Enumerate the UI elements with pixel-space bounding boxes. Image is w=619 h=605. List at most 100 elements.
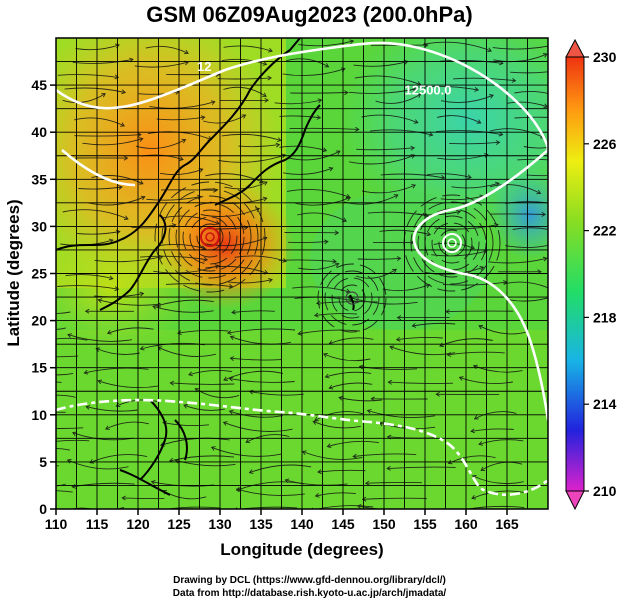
y-tick-label: 40 [31,124,47,140]
streamline-arrow [84,308,90,314]
streamline-arrow [245,438,251,444]
vortex-ring [410,201,494,285]
streamline [177,329,229,334]
contour-label-12500: 12500.0 [405,83,452,98]
streamline-arrow [447,459,453,465]
streamline-arrow [467,174,472,180]
x-tick-label: 145 [331,516,355,532]
streamline-arrow [284,478,290,484]
streamline [287,188,350,198]
streamline [349,154,415,165]
streamline-arrow [183,404,188,409]
streamline [223,45,273,52]
streamline [447,351,505,356]
colorbar-tick-label: 214 [593,396,617,412]
streamline-arrow [215,220,220,225]
streamline-arrow [139,345,145,351]
streamline [156,116,205,121]
streamline-arrow [241,114,247,119]
streamline-arrow [108,275,114,281]
streamline-arrow [370,396,375,402]
streamline-arrow [262,181,268,186]
y-tick-label: 25 [31,266,47,282]
contour-label-12: 12 [197,59,211,74]
streamline [74,134,141,137]
streamline-arrow [262,196,268,202]
streamline-arrow [542,53,548,58]
streamline-arrow [2,383,6,387]
streamline-arrow [483,153,489,158]
streamline [56,483,67,487]
streamline-arrow [282,258,288,263]
streamline-arrow [328,166,334,172]
streamline-arrow [470,428,475,434]
cyclone-center-west [200,227,220,247]
y-tick-label: 10 [31,407,47,423]
streamline [287,241,328,243]
streamline [205,173,264,183]
streamline-arrow [169,380,175,386]
y-axis-label: Latitude (degrees) [4,199,23,346]
streamline-arrow [235,487,241,493]
streamline-arrow [324,63,330,68]
streamline [131,224,176,229]
streamline-arrow [67,333,72,338]
streamline [289,127,359,130]
streamline-arrow [114,286,120,292]
streamline-arrow [426,231,432,237]
streamline [367,211,429,217]
streamline-arrow [364,480,370,486]
streamline-arrow [389,345,395,351]
x-axis-label: Longitude (degrees) [220,540,383,559]
streamline-arrow [358,364,364,370]
streamline-arrow [114,74,120,80]
streamline-arrow [264,97,269,103]
streamline [145,45,189,54]
x-tick-label: 155 [413,516,437,532]
streamline-arrow [268,47,273,53]
streamline [56,337,88,341]
streamline-arrow [554,294,558,298]
streamline-arrow [138,137,144,142]
streamline [355,268,397,279]
streamline-arrow [226,330,232,335]
streamline [65,274,113,280]
streamline [89,454,148,464]
streamline-arrow [267,75,272,81]
streamline-arrow [24,322,28,326]
streamline-arrow [23,477,27,481]
streamline [158,346,217,357]
streamline [489,184,541,194]
streamline [107,327,154,334]
streamline-arrow [262,61,268,66]
streamline [84,367,149,374]
streamline [302,451,363,460]
streamline-arrow [138,180,144,185]
streamline-arrow [229,335,235,341]
streamline [169,455,235,462]
streamline [56,394,76,398]
map-title: GSM 06Z09Aug2023 (200.0hPa) [146,2,473,27]
streamline [472,475,524,485]
streamline [362,497,427,500]
streamline-arrow [200,115,206,121]
colorbar-tick-label: 222 [593,223,617,239]
streamline [223,421,293,432]
streamline-arrow [301,450,307,455]
streamline [86,406,138,412]
y-tick-label: 45 [31,77,47,93]
streamline-arrow [410,154,416,159]
streamline-arrow [338,395,344,401]
streamline [96,348,140,355]
streamline-arrow [396,315,402,321]
streamline-arrow [210,446,216,451]
y-tick-label: 20 [31,313,47,329]
y-tick-label: 5 [39,454,47,470]
streamline [156,299,214,307]
streamline-arrow [511,78,517,83]
streamline-arrow [324,373,330,379]
y-tick-label: 35 [31,171,47,187]
lat-lon-grid [56,38,548,509]
streamline-arrow [446,352,452,357]
streamline [288,150,341,161]
